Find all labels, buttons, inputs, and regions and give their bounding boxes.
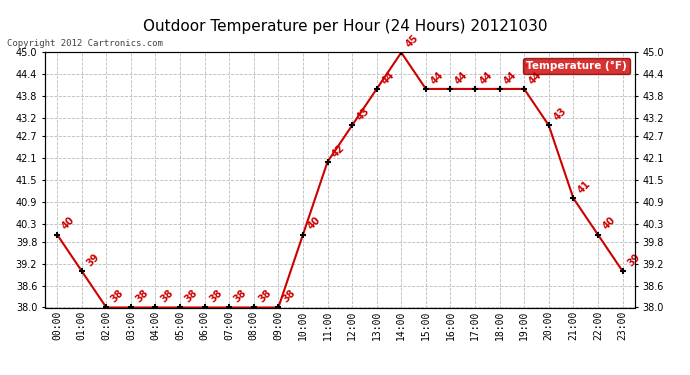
- Text: 44: 44: [380, 69, 396, 86]
- Text: 39: 39: [84, 252, 101, 268]
- Text: 38: 38: [257, 288, 273, 305]
- Text: 40: 40: [306, 215, 322, 232]
- Text: 44: 44: [527, 69, 544, 86]
- Text: Outdoor Temperature per Hour (24 Hours) 20121030: Outdoor Temperature per Hour (24 Hours) …: [143, 19, 547, 34]
- Text: 44: 44: [477, 69, 495, 86]
- Text: 40: 40: [601, 215, 618, 232]
- Text: 38: 38: [109, 288, 126, 305]
- Text: 42: 42: [331, 142, 347, 159]
- Text: 43: 43: [551, 106, 568, 123]
- Legend: Temperature (°F): Temperature (°F): [522, 58, 629, 74]
- Text: 44: 44: [502, 69, 519, 86]
- Text: 41: 41: [576, 179, 593, 195]
- Text: 40: 40: [60, 215, 77, 232]
- Text: 38: 38: [158, 288, 175, 305]
- Text: 38: 38: [232, 288, 248, 305]
- Text: 38: 38: [183, 288, 199, 305]
- Text: 38: 38: [208, 288, 224, 305]
- Text: 44: 44: [453, 69, 470, 86]
- Text: 38: 38: [281, 288, 298, 305]
- Text: 43: 43: [355, 106, 371, 123]
- Text: Copyright 2012 Cartronics.com: Copyright 2012 Cartronics.com: [7, 39, 163, 48]
- Text: 38: 38: [134, 288, 150, 305]
- Text: 44: 44: [428, 69, 445, 86]
- Text: 45: 45: [404, 33, 421, 50]
- Text: 39: 39: [625, 252, 642, 268]
